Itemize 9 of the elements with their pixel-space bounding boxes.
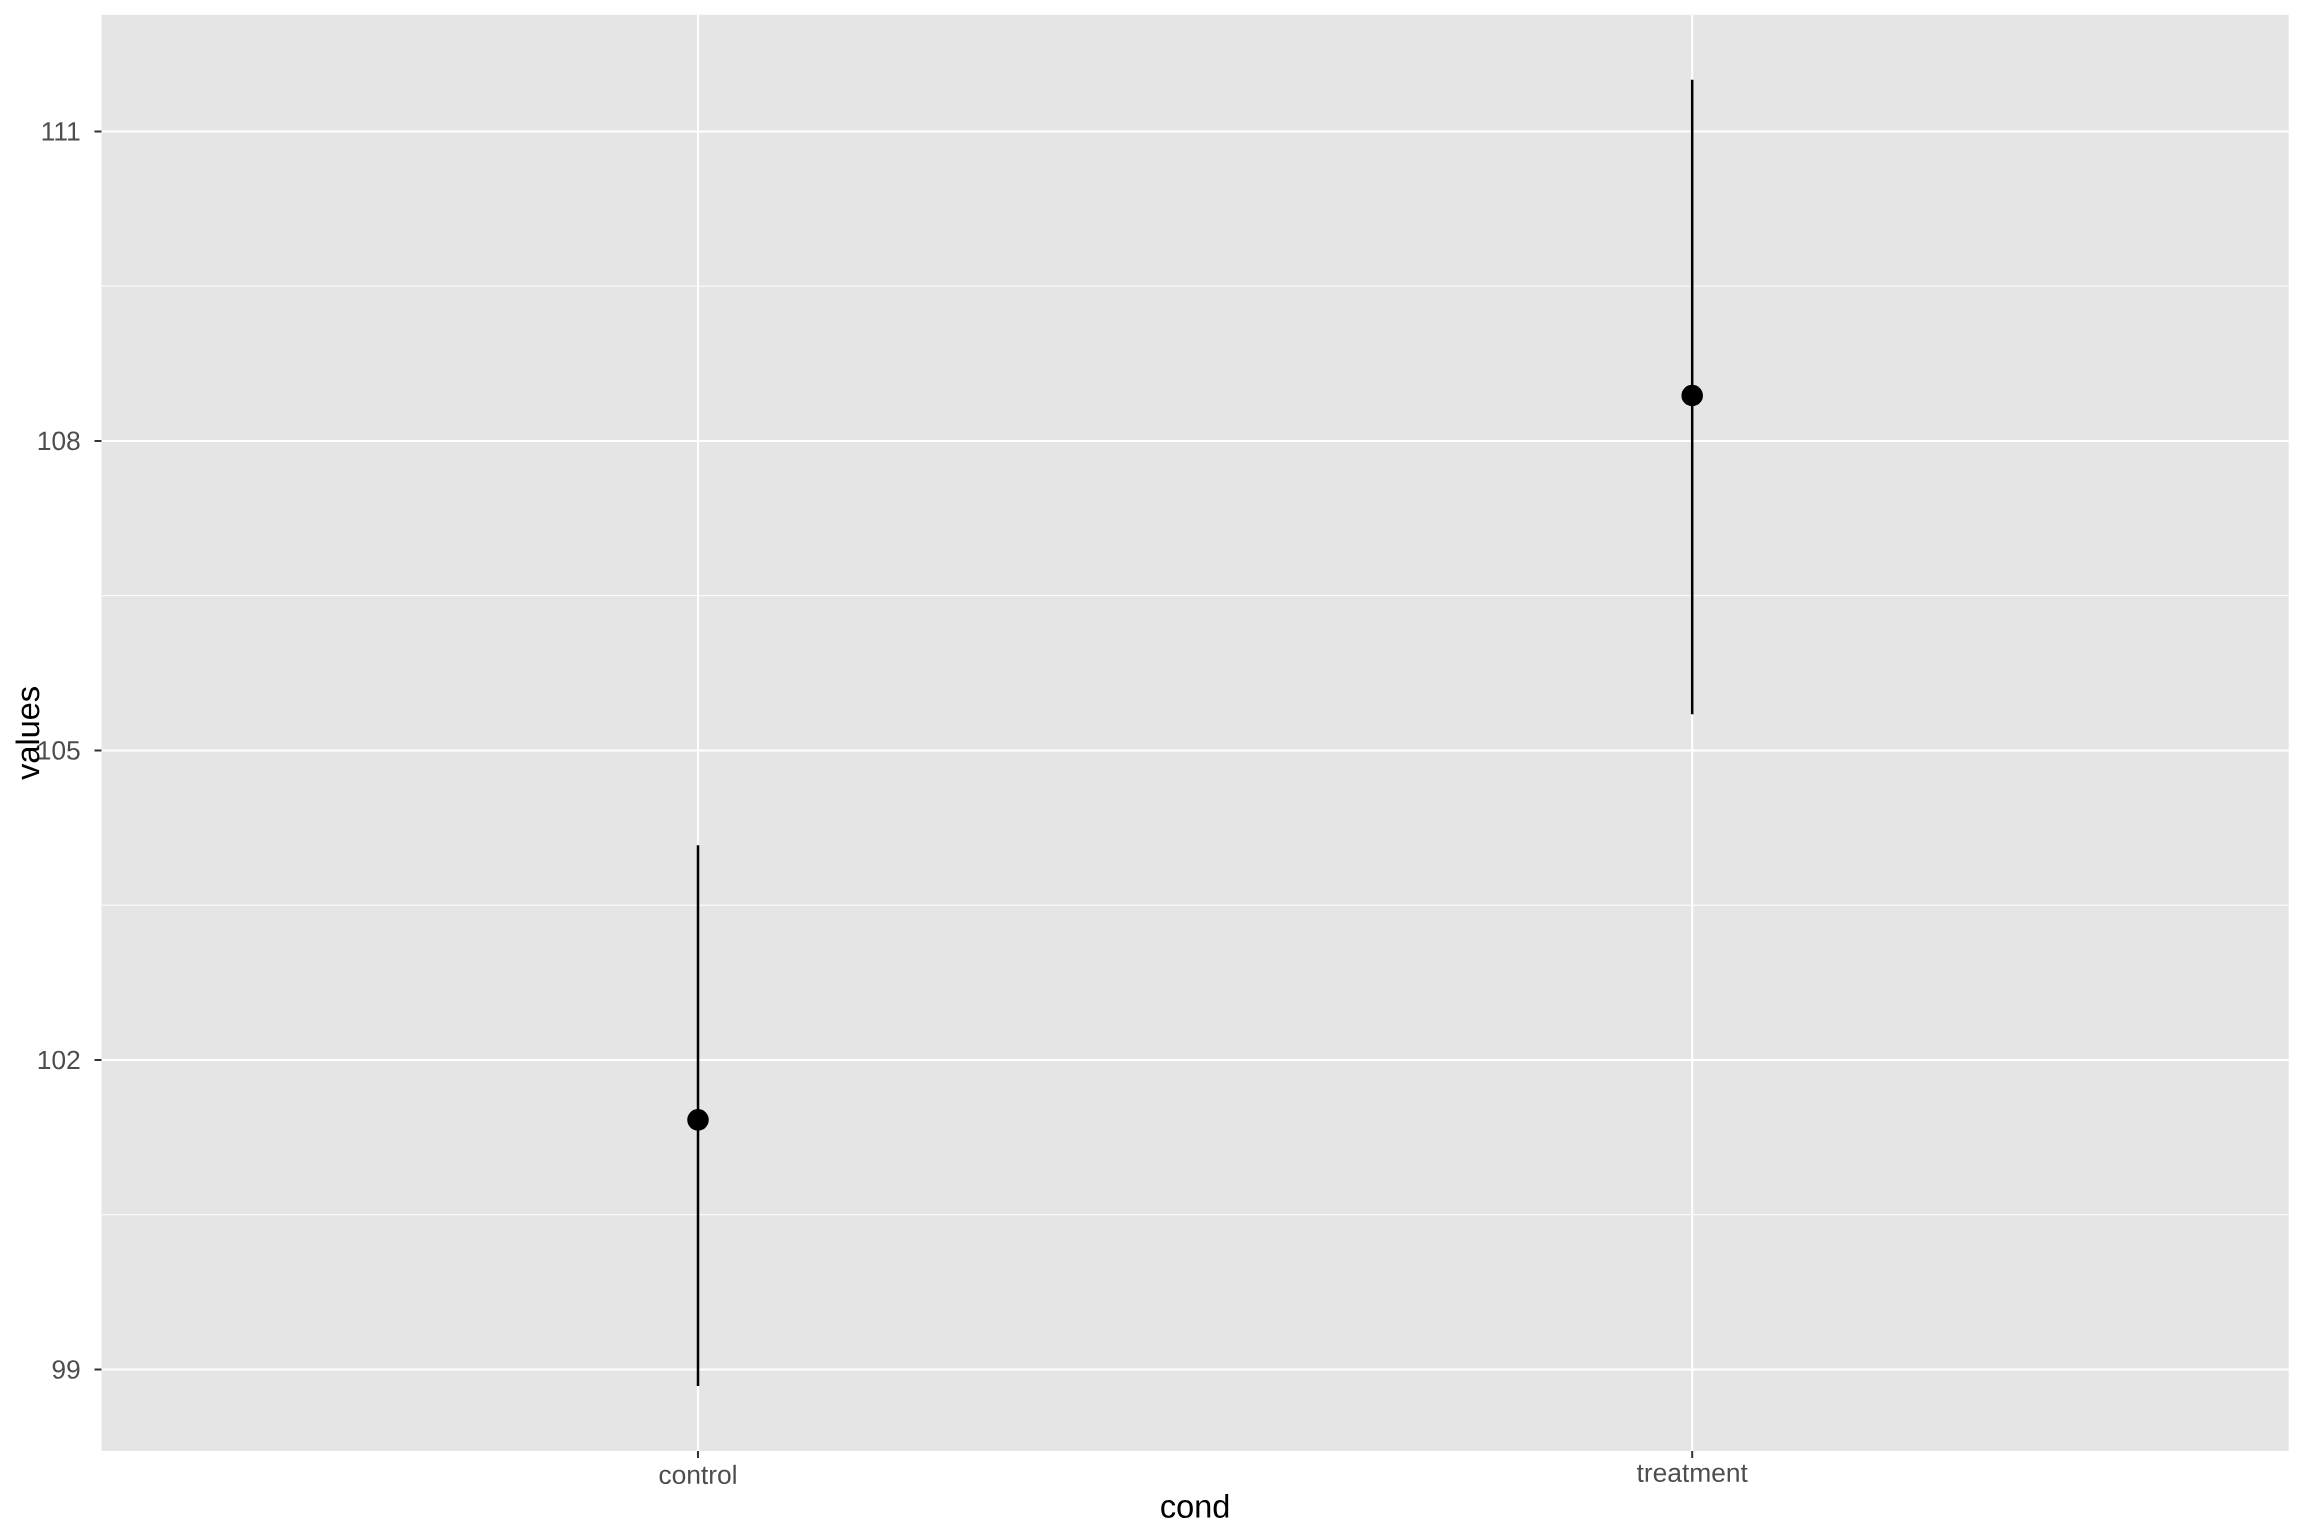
x-tick-label: control xyxy=(659,1464,736,1485)
x-axis-title: cond xyxy=(1161,1494,1229,1518)
y-tick-label: 99 xyxy=(52,1360,80,1379)
y-axis-title: values xyxy=(15,687,40,780)
y-tick-label: 102 xyxy=(38,1050,80,1070)
y-tick-label: 108 xyxy=(38,431,80,451)
x-tick-label: treatment xyxy=(1637,1464,1748,1483)
y-tick-label: 105 xyxy=(38,741,80,760)
y-tick-label: 111 xyxy=(42,122,80,141)
